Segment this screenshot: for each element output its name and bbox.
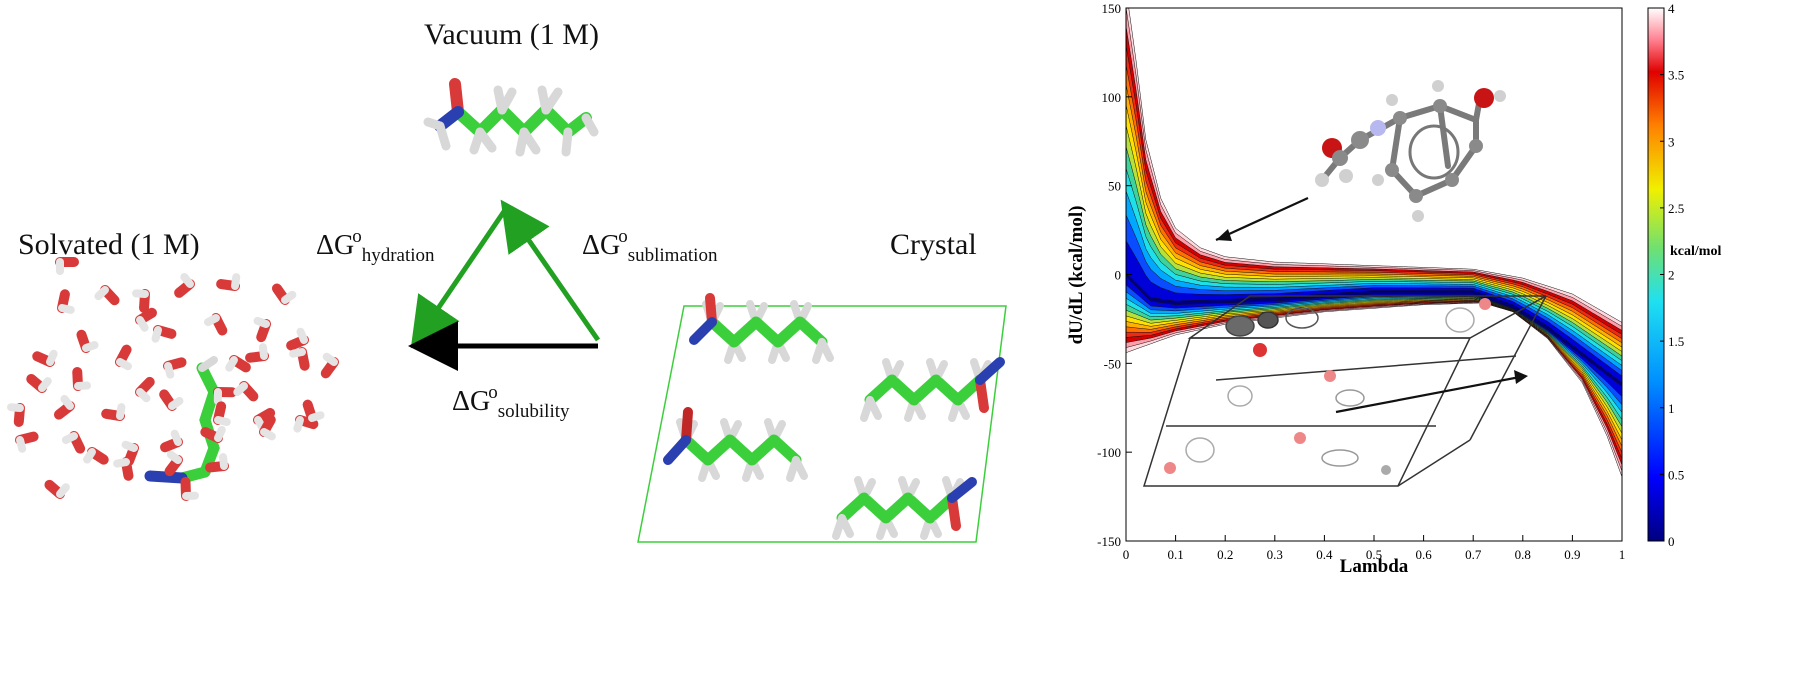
crystal-molecule [689, 293, 834, 364]
y-axis: 150 100 50 0 -50 -100 -150 [1097, 1, 1132, 549]
colorbar-tick-label: 0.5 [1668, 467, 1684, 482]
solvated-label: Solvated (1 M) [18, 228, 200, 261]
thermodynamic-cycle-figure: Vacuum (1 M) Solvated (1 M) Crystal ΔGoh… [0, 0, 1007, 600]
y-axis-label: dU/dL (kcal/mol) [1066, 206, 1087, 345]
y-tick-label: 0 [1115, 268, 1122, 283]
x-tick-label: 0.1 [1167, 547, 1183, 562]
y-tick-label: 50 [1108, 179, 1121, 194]
sublimation-arrow [500, 199, 601, 342]
molecule-inset [1215, 80, 1506, 242]
colorbar-tick-label: 3 [1668, 134, 1675, 149]
colorbar-tick-label: 2 [1668, 268, 1675, 283]
colorbar-tick-label: 1.5 [1668, 334, 1684, 349]
cycle-illustration [7, 78, 1007, 543]
hydration-free-energy-label: ΔGohydration [316, 226, 435, 266]
contour-band [1126, 240, 1622, 398]
colorbar-tick-label: 1 [1668, 401, 1675, 416]
hydration-arrow [410, 208, 508, 349]
contour-band [1126, 8, 1622, 472]
vacuum-molecule [423, 78, 599, 157]
x-tick-label: 0.6 [1415, 547, 1432, 562]
sublimation-free-energy-label: ΔGosublimation [582, 226, 718, 266]
x-axis-label: Lambda [1340, 556, 1409, 577]
molecule-pointer-arrow [1215, 196, 1309, 242]
x-tick-label: 0.9 [1564, 547, 1580, 562]
crystal-box-inset [1142, 295, 1547, 487]
crystal-molecule [663, 407, 808, 482]
x-tick-label: 0.2 [1217, 547, 1233, 562]
crystal-molecule [832, 476, 977, 540]
crystal-pointer-arrow [1335, 375, 1521, 414]
y-tick-label: -100 [1097, 445, 1121, 460]
contour-band [1126, 8, 1622, 478]
colorbar-tick-label: 4 [1668, 1, 1675, 16]
y-tick-label: 100 [1102, 90, 1122, 105]
solubility-free-energy-label: ΔGosolubility [452, 382, 570, 422]
y-tick-label: -150 [1097, 534, 1121, 549]
colorbar-label: kcal/mol [1670, 244, 1721, 259]
contour-band [1126, 84, 1622, 447]
colorbar-ticks: 4 3.5 3 2.5 2 1.5 1 0.5 0 [1660, 1, 1684, 549]
solvated-system [7, 257, 339, 501]
contour-band [1126, 64, 1622, 453]
dudl-contour-chart: 0 0.1 0.2 0.3 0.4 0.5 0.6 0.7 0.8 0.9 1 150100500-… [1066, 1, 1721, 577]
x-tick-label: 0.5 [1366, 547, 1382, 562]
crystal-cell [637, 293, 1007, 543]
x-tick-label: 0 [1123, 547, 1130, 562]
x-tick-label: 0.8 [1515, 547, 1531, 562]
colorbar-tick-label: 2.5 [1668, 201, 1684, 216]
colorbar-tick-label: 3.5 [1668, 68, 1684, 83]
crystal-label: Crystal [890, 228, 977, 261]
cycle-triangle [408, 199, 601, 371]
contour-layer [1126, 8, 1622, 478]
y-tick-label: -50 [1104, 356, 1121, 371]
x-tick-label: 0.4 [1316, 547, 1333, 562]
x-tick-label: 1 [1619, 547, 1626, 562]
x-tick-label: 0.3 [1267, 547, 1283, 562]
x-axis: 0 0.1 0.2 0.3 0.4 0.5 0.6 0.7 0.8 0.9 1 [1123, 535, 1626, 562]
vacuum-label: Vacuum (1 M) [424, 18, 599, 51]
crystal-molecule [860, 357, 1005, 422]
x-tick-label: 0.7 [1465, 547, 1482, 562]
contour-band [1126, 104, 1622, 441]
colorbar-tick-label: 0 [1668, 534, 1675, 549]
y-tick-label: 150 [1102, 1, 1122, 16]
